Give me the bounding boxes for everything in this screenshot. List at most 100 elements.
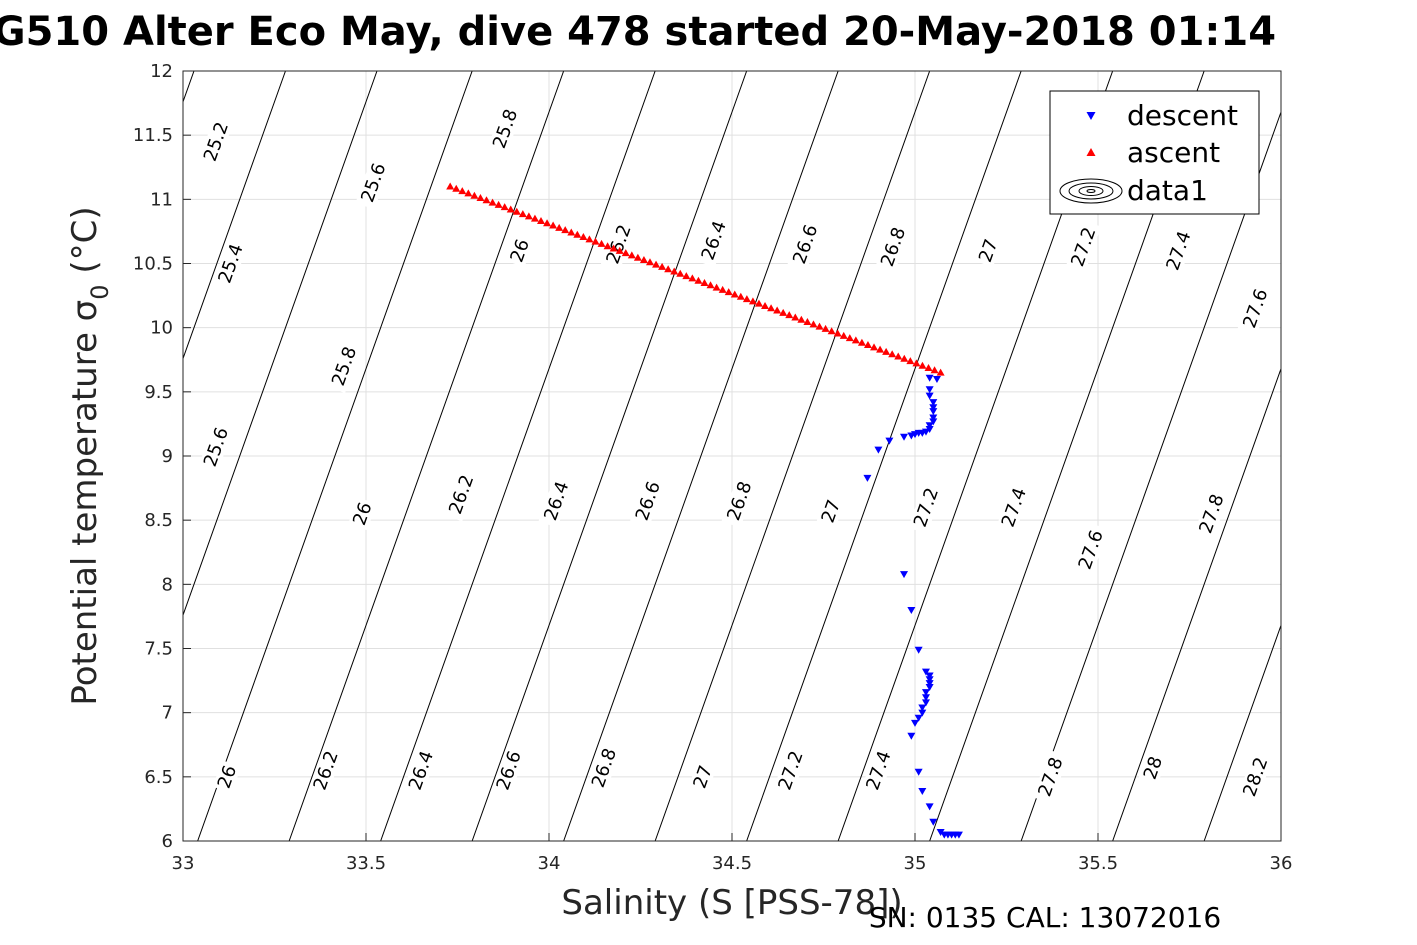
contour-label-bg xyxy=(908,480,944,535)
contour-label: 26 xyxy=(348,497,377,531)
ascent-point xyxy=(694,276,703,284)
descent-point xyxy=(914,714,923,722)
ascent-point xyxy=(567,228,576,236)
contour-label-bg xyxy=(586,740,622,795)
x-tick-label: 35.5 xyxy=(1078,853,1118,874)
descent-point xyxy=(929,408,938,416)
descent-point xyxy=(914,768,923,776)
descent-point xyxy=(925,422,934,430)
descent-point xyxy=(918,787,927,795)
contour-line-25-6 xyxy=(183,71,378,617)
contour-label-bg xyxy=(326,339,362,394)
contour-line-28 xyxy=(1203,623,1281,841)
descent-point xyxy=(929,414,938,422)
ascent-point xyxy=(863,341,872,349)
descent-point xyxy=(925,672,934,680)
ascent-series xyxy=(446,182,945,376)
descent-point xyxy=(900,433,909,441)
contour-line-25-4 xyxy=(183,71,286,360)
ascent-point xyxy=(700,278,709,286)
legend-data1-contour-icon xyxy=(1059,178,1123,204)
contour-label-bg xyxy=(787,217,824,272)
x-tick-label: 34 xyxy=(538,853,561,874)
descent-point xyxy=(921,689,930,697)
legend-box xyxy=(1049,90,1260,215)
contour-label-bg xyxy=(487,101,523,156)
ascent-point xyxy=(688,274,697,282)
contour-label-bg xyxy=(1237,281,1274,336)
ascent-point xyxy=(543,219,552,227)
descent-point xyxy=(907,432,916,440)
ascent-point xyxy=(718,285,727,293)
ascent-point xyxy=(518,210,527,218)
contour-label: 26.8 xyxy=(875,219,911,274)
ascent-point xyxy=(446,182,455,190)
contour-label-bg xyxy=(875,219,911,274)
ascent-point xyxy=(761,301,770,309)
contour-label: 27.2 xyxy=(908,480,944,535)
x-axis-label: Salinity (S [PSS-78]) xyxy=(561,883,902,923)
descent-point xyxy=(925,680,934,688)
ascent-point xyxy=(494,200,503,208)
ascent-point xyxy=(597,239,606,247)
contour-label-bg xyxy=(1072,522,1109,577)
descent-point xyxy=(911,719,919,727)
contour-label-bg xyxy=(212,236,249,291)
x-tick-label: 33.5 xyxy=(346,853,386,874)
ascent-point xyxy=(779,308,788,316)
descent-point xyxy=(925,426,934,434)
ascent-point xyxy=(930,366,939,374)
descent-point xyxy=(925,386,934,394)
contour-label-bg xyxy=(198,420,234,474)
contour-label-bg xyxy=(1138,751,1168,785)
contour-label-bg xyxy=(860,743,897,798)
contour-line-27-8 xyxy=(1112,367,1281,841)
ascent-point xyxy=(773,306,782,314)
descent-point xyxy=(954,831,963,839)
contour-line-26-4 xyxy=(471,71,748,841)
ascent-point xyxy=(506,205,515,213)
descent-point xyxy=(918,704,927,712)
descent-point xyxy=(925,374,934,382)
ascent-point xyxy=(882,347,891,355)
ascent-point xyxy=(603,242,612,250)
contour-label-bg xyxy=(348,497,377,531)
contour-label-bg xyxy=(688,760,717,794)
descent-point xyxy=(907,607,916,614)
contour-label-bg xyxy=(538,474,575,528)
ascent-point xyxy=(797,315,806,323)
descent-point xyxy=(925,684,934,691)
ascent-point xyxy=(876,345,885,353)
contour-label-bg xyxy=(505,234,534,268)
ascent-point xyxy=(537,216,546,224)
y-axis-label-tail: (°C) xyxy=(65,206,105,284)
y-tick-label: 10.5 xyxy=(133,254,173,275)
ascent-point xyxy=(809,320,818,328)
descent-point xyxy=(921,699,930,707)
ascent-point xyxy=(676,269,685,277)
x-tick-label: 34.5 xyxy=(712,853,752,874)
descent-point xyxy=(929,404,938,412)
ascent-point xyxy=(573,230,582,238)
ascent-point xyxy=(579,233,588,241)
ascent-point xyxy=(906,357,915,365)
ascent-point xyxy=(621,249,630,257)
ascent-point xyxy=(912,359,921,367)
descent-point xyxy=(929,818,938,826)
contour-label-bg xyxy=(816,494,845,528)
ascent-point xyxy=(791,313,800,321)
contour-label-bg xyxy=(1032,749,1069,804)
descent-point xyxy=(863,474,872,482)
y-tick-label: 11.5 xyxy=(133,125,173,146)
contour-label-bg xyxy=(212,760,242,794)
ascent-point xyxy=(785,311,794,319)
x-tick-label: 33 xyxy=(172,853,195,874)
contour-label-bg xyxy=(1065,219,1102,274)
ascent-point xyxy=(724,288,733,296)
legend-ascent-marker xyxy=(1086,148,1096,156)
descent-point xyxy=(932,376,941,383)
legend-descent-marker xyxy=(1086,112,1096,120)
x-tick-label: 36 xyxy=(1270,853,1293,874)
contour-label-bg xyxy=(721,474,758,528)
ascent-point xyxy=(664,265,673,273)
